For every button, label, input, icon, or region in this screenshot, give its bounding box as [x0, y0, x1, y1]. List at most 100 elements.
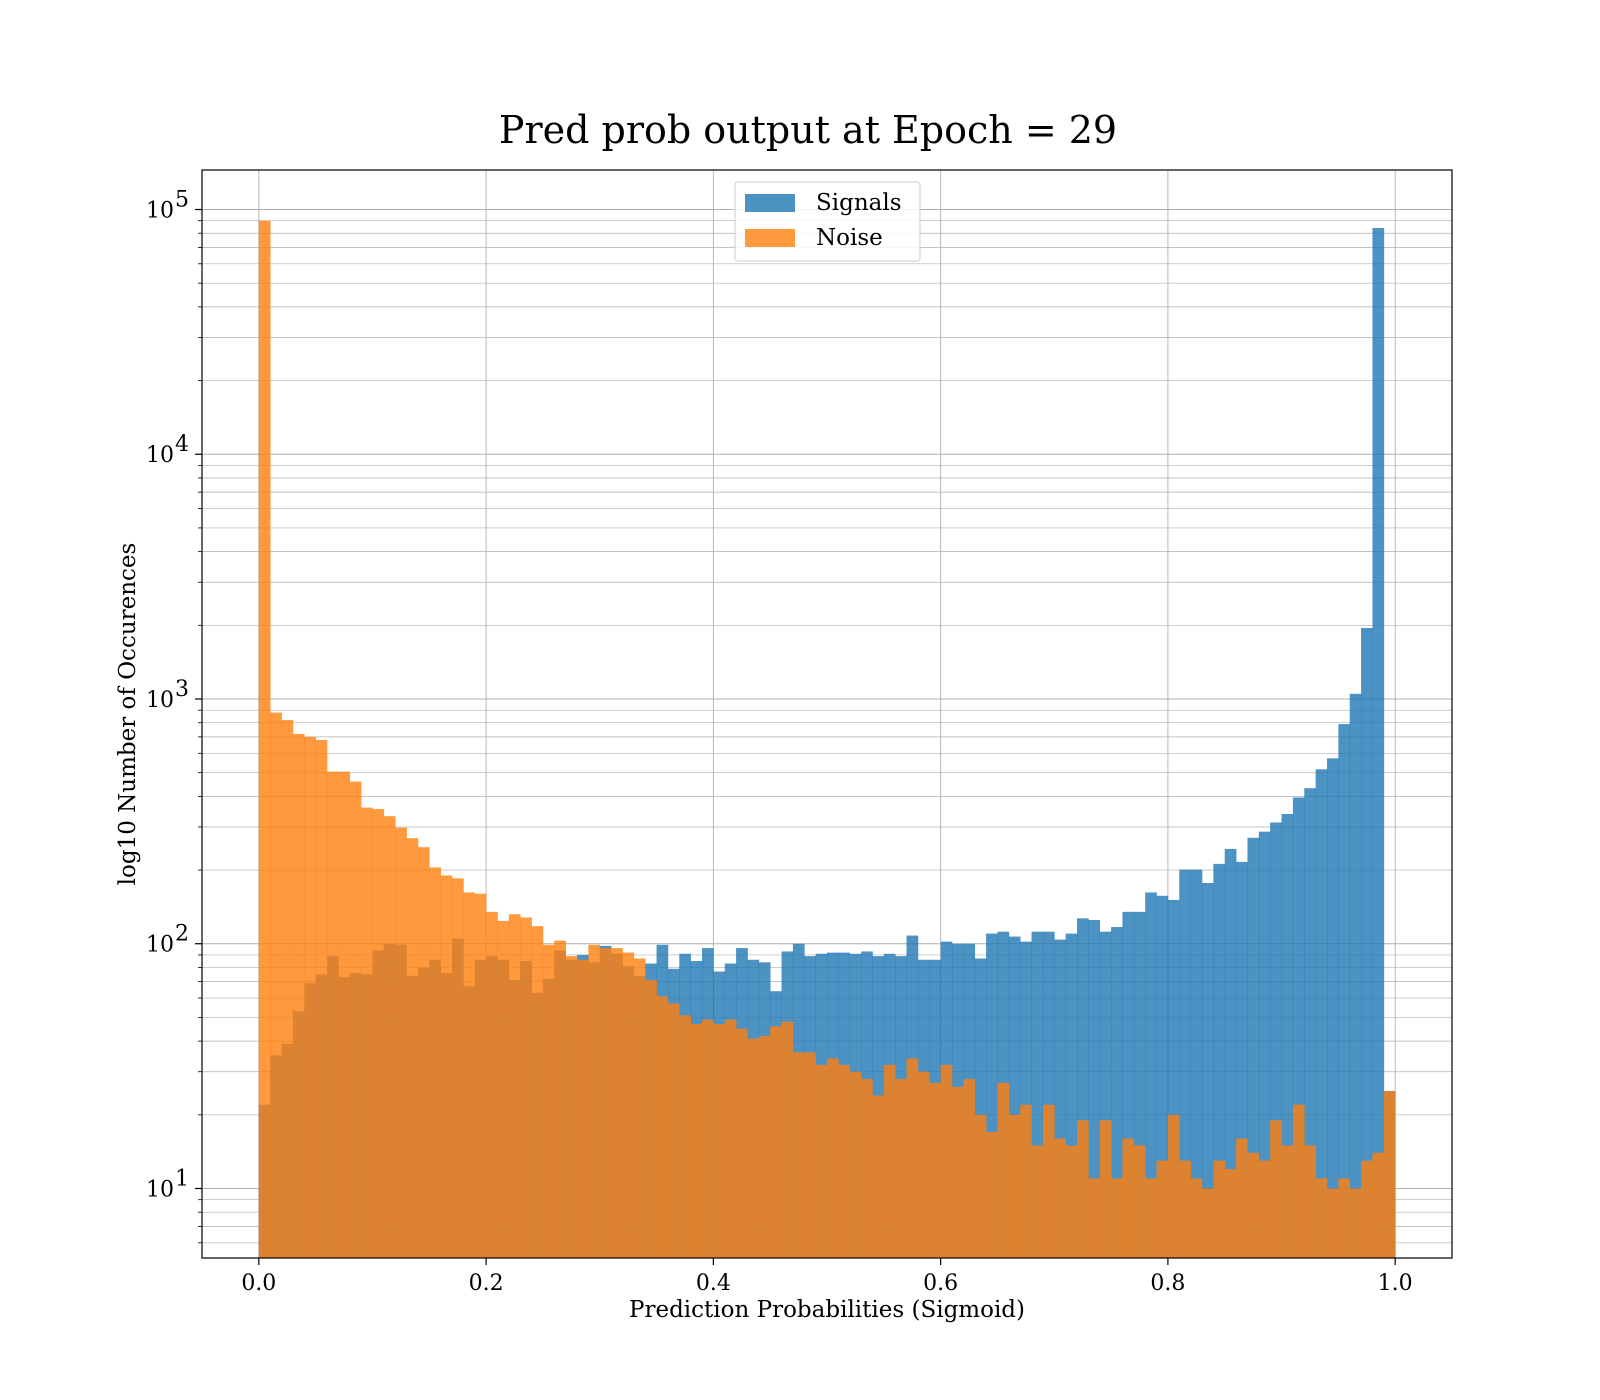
noise-bar [690, 1023, 703, 1258]
noise-bar [849, 1071, 862, 1258]
bars-layer [258, 220, 1396, 1258]
x-tick-label: 0.6 [923, 1271, 958, 1296]
signals-bar [1020, 941, 1032, 1258]
noise-bar [1054, 1138, 1066, 1258]
noise-bar [565, 956, 578, 1258]
noise-bar [1315, 1178, 1328, 1258]
noise-bar [1372, 1152, 1385, 1258]
noise-bar [1304, 1145, 1316, 1258]
signals-bar [1190, 869, 1203, 1258]
noise-bar [781, 1021, 794, 1258]
y-tick-label: 10 [146, 443, 174, 468]
signals-bar [1179, 869, 1191, 1258]
noise-bar [917, 1071, 930, 1258]
noise-bar [1236, 1138, 1248, 1258]
noise-bar [838, 1064, 851, 1258]
noise-bar [656, 996, 669, 1258]
noise-bar [1077, 1120, 1089, 1258]
noise-bar [440, 875, 453, 1258]
noise-bar [599, 948, 612, 1258]
legend-label-noise: Noise [816, 225, 883, 251]
noise-bar [508, 914, 521, 1258]
noise-bar [645, 980, 657, 1258]
noise-bar [667, 1003, 680, 1258]
x-tick-label: 0.8 [1150, 1271, 1185, 1296]
noise-bar [770, 1026, 782, 1258]
noise-bar [1383, 1091, 1396, 1258]
signals-bar [1202, 883, 1214, 1258]
noise-bar [281, 720, 294, 1258]
noise-bar [338, 771, 351, 1258]
noise-bar [815, 1064, 828, 1258]
noise-bar [1247, 1152, 1260, 1258]
noise-bar [861, 1079, 873, 1258]
noise-bar [349, 781, 362, 1258]
noise-bar [747, 1038, 760, 1258]
noise-bar [395, 827, 407, 1258]
signals-bar [974, 958, 987, 1258]
y-tick-exponent: 2 [175, 922, 189, 947]
signals-bar [986, 933, 998, 1258]
x-tick-label: 1.0 [1378, 1271, 1413, 1296]
noise-bar [974, 1114, 987, 1258]
noise-bar [327, 771, 339, 1258]
y-tick-label: 10 [146, 198, 174, 223]
signals-bar [1338, 724, 1351, 1258]
noise-bar [1213, 1160, 1226, 1258]
noise-bar [554, 940, 566, 1258]
noise-bar [474, 893, 487, 1258]
signals-bar [1054, 939, 1066, 1258]
signals-bar [1292, 797, 1305, 1258]
x-axis-label: Prediction Probabilities (Sigmoid) [629, 1297, 1025, 1323]
y-tick-label: 10 [146, 1177, 174, 1202]
noise-bar [315, 739, 328, 1258]
chart-title: Pred prob output at Epoch = 29 [499, 108, 1117, 152]
noise-bar [1167, 1114, 1180, 1258]
noise-bar [1179, 1160, 1191, 1258]
noise-bar [542, 944, 555, 1258]
noise-bar [463, 892, 476, 1258]
signals-bar [1031, 931, 1044, 1258]
noise-bar [611, 948, 623, 1258]
noise-bar [486, 911, 498, 1258]
signals-bar [1349, 693, 1362, 1258]
noise-bar [1281, 1145, 1294, 1258]
noise-bar [906, 1058, 919, 1258]
noise-bar [1065, 1145, 1078, 1258]
noise-bar [406, 838, 419, 1258]
noise-bar [1327, 1188, 1339, 1258]
noise-bar [679, 1015, 691, 1258]
signals-bar [1065, 933, 1078, 1258]
legend-label-signals: Signals [816, 190, 902, 216]
y-tick-exponent: 3 [175, 677, 189, 702]
noise-bar [827, 1058, 839, 1258]
noise-bar [1088, 1178, 1101, 1258]
signals-bar [1077, 918, 1089, 1258]
noise-bar [1008, 1114, 1021, 1258]
signals-bar [1327, 758, 1339, 1258]
noise-bar [258, 220, 271, 1258]
noise-bar [1099, 1120, 1112, 1258]
noise-bar [270, 712, 282, 1258]
noise-bar [1202, 1188, 1214, 1258]
series-noise [258, 220, 1396, 1258]
noise-bar [1270, 1120, 1282, 1258]
noise-bar [724, 1019, 737, 1258]
noise-bar [940, 1064, 953, 1258]
noise-bar [792, 1052, 805, 1258]
signals-bar [1099, 931, 1112, 1258]
noise-bar [1349, 1188, 1362, 1258]
y-tick-exponent: 4 [175, 432, 189, 457]
noise-bar [883, 1064, 896, 1258]
x-tick-label: 0.2 [469, 1271, 504, 1296]
signals-bar [1224, 848, 1237, 1258]
x-tick-label: 0.4 [696, 1271, 731, 1296]
y-tick-label: 10 [146, 688, 174, 713]
signals-bar [1111, 927, 1123, 1258]
signals-bar [1258, 831, 1271, 1258]
noise-bar [520, 917, 532, 1258]
noise-bar [997, 1082, 1010, 1258]
y-tick-exponent: 5 [175, 187, 189, 212]
y-tick-exponent: 1 [175, 1166, 189, 1191]
